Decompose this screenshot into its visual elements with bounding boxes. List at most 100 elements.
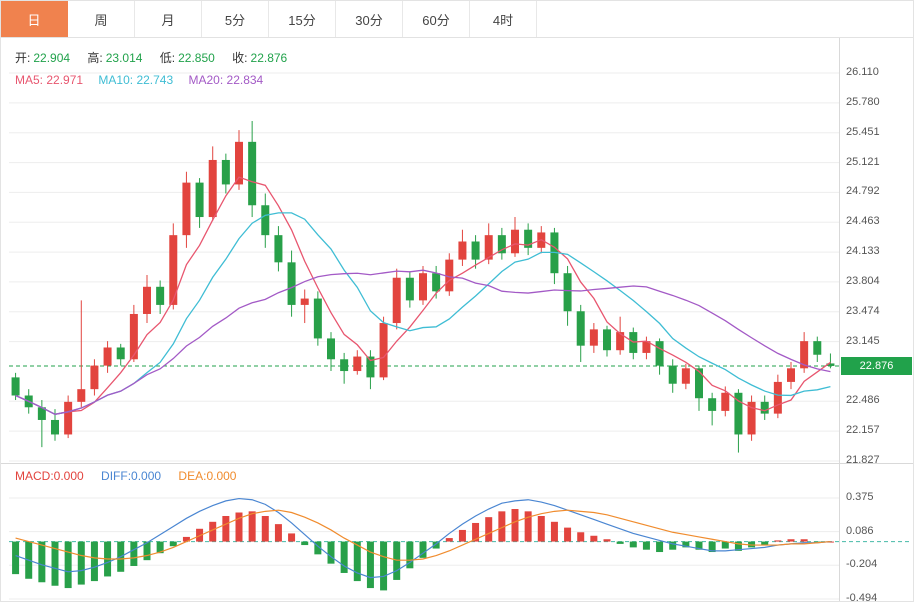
candle <box>392 268 401 330</box>
candle <box>563 265 572 326</box>
candle <box>37 400 46 448</box>
price-tick-label: 25.121 <box>846 155 880 168</box>
macd-bar <box>524 511 532 542</box>
candle <box>734 389 743 453</box>
macd-bar <box>629 541 637 548</box>
price-tick-label: 25.780 <box>846 95 880 108</box>
candle <box>511 217 519 257</box>
candle <box>550 227 559 285</box>
ma10-value: 22.743 <box>136 73 174 87</box>
candle <box>603 325 611 357</box>
macd-readout: MACD:0.000 DIFF:0.000 DEA:0.000 <box>15 469 250 483</box>
macd-bar <box>432 541 440 549</box>
macd-bar <box>472 522 480 542</box>
macd-bar <box>196 528 204 542</box>
macd-bar <box>25 541 33 579</box>
candle <box>616 316 625 355</box>
macd-bar <box>669 541 677 550</box>
macd-bar <box>117 541 125 572</box>
ma5-label: MA5: <box>15 73 44 87</box>
macd-bar <box>800 539 808 542</box>
ma20-line <box>15 269 831 415</box>
macd-bar <box>642 541 650 550</box>
price-tick-label: 23.804 <box>846 274 880 287</box>
tab-month[interactable]: 月 <box>135 1 202 37</box>
macd-bar <box>380 541 388 591</box>
candle <box>195 178 204 228</box>
candle <box>24 389 33 414</box>
tab-15min[interactable]: 15分 <box>269 1 336 37</box>
macd-bar <box>813 541 821 543</box>
tab-day[interactable]: 日 <box>1 1 68 37</box>
candle <box>64 395 73 439</box>
macd-bar <box>38 541 46 583</box>
candle <box>681 363 690 390</box>
macd-bar <box>406 541 414 569</box>
high-label: 高: <box>87 51 103 65</box>
price-tick-label: 25.451 <box>846 125 880 138</box>
macd-bar <box>695 541 703 550</box>
tab-30min[interactable]: 30分 <box>336 1 403 37</box>
candle <box>445 253 454 296</box>
macd-bar <box>261 515 269 542</box>
macd-bar <box>616 541 624 544</box>
price-tick-label: 22.157 <box>846 424 880 437</box>
ma-readout: MA5: 22.971 MA10: 22.743 MA20: 22.834 <box>15 73 275 87</box>
macd-bar <box>485 517 493 542</box>
tab-60min[interactable]: 60分 <box>403 1 470 37</box>
low-value: 22.850 <box>178 51 215 65</box>
candle <box>760 395 769 420</box>
candle <box>419 265 427 305</box>
macd-bar <box>288 533 296 542</box>
macd-bar <box>682 541 690 548</box>
macd-bar <box>169 541 177 547</box>
macd-bar <box>274 524 282 542</box>
candle <box>458 229 467 266</box>
macd-bar <box>577 532 585 542</box>
candle <box>695 365 703 411</box>
price-tick-label: 24.463 <box>846 215 880 228</box>
candle <box>208 146 217 221</box>
macd-bar <box>564 527 572 542</box>
macd-bar <box>656 541 664 553</box>
macd-bar <box>104 541 112 577</box>
tab-week[interactable]: 周 <box>68 1 135 37</box>
candle <box>721 386 730 417</box>
tab-5min[interactable]: 5分 <box>202 1 269 37</box>
price-tick-label: 26.110 <box>846 66 879 78</box>
candle <box>274 226 283 272</box>
macd-bar <box>182 536 190 542</box>
macd-bar <box>708 541 716 553</box>
high-value: 23.014 <box>105 51 143 65</box>
macd-bar <box>511 509 519 542</box>
candle <box>708 392 717 426</box>
macd-bar <box>445 538 453 542</box>
tab-4hour[interactable]: 4时 <box>470 1 537 37</box>
candle <box>537 226 546 254</box>
candle <box>313 291 322 346</box>
candle <box>221 153 230 194</box>
open-label: 开: <box>15 51 31 65</box>
close-value: 22.876 <box>250 51 288 65</box>
price-tick-label: 24.792 <box>846 185 880 198</box>
candle <box>366 350 375 390</box>
macd-bar <box>327 541 335 564</box>
candle <box>169 223 178 310</box>
candle <box>353 350 362 375</box>
price-tick-label: 21.827 <box>846 454 880 466</box>
candle <box>103 341 112 373</box>
candle <box>300 289 309 324</box>
diff-line <box>15 497 831 579</box>
price-tick-label: 24.133 <box>846 245 880 258</box>
macd-bar <box>340 541 348 573</box>
candle <box>11 372 20 401</box>
macd-bar <box>721 541 729 549</box>
candle <box>826 353 835 369</box>
ohlc-readout: 开: 22.904 高: 23.014 低: 22.850 收: 22.876 <box>15 49 301 66</box>
macd-bar <box>248 511 256 542</box>
price-tick-label: 22.486 <box>846 394 880 407</box>
ma5-line <box>15 176 831 415</box>
macd-bar <box>90 541 98 582</box>
candle <box>182 171 191 248</box>
